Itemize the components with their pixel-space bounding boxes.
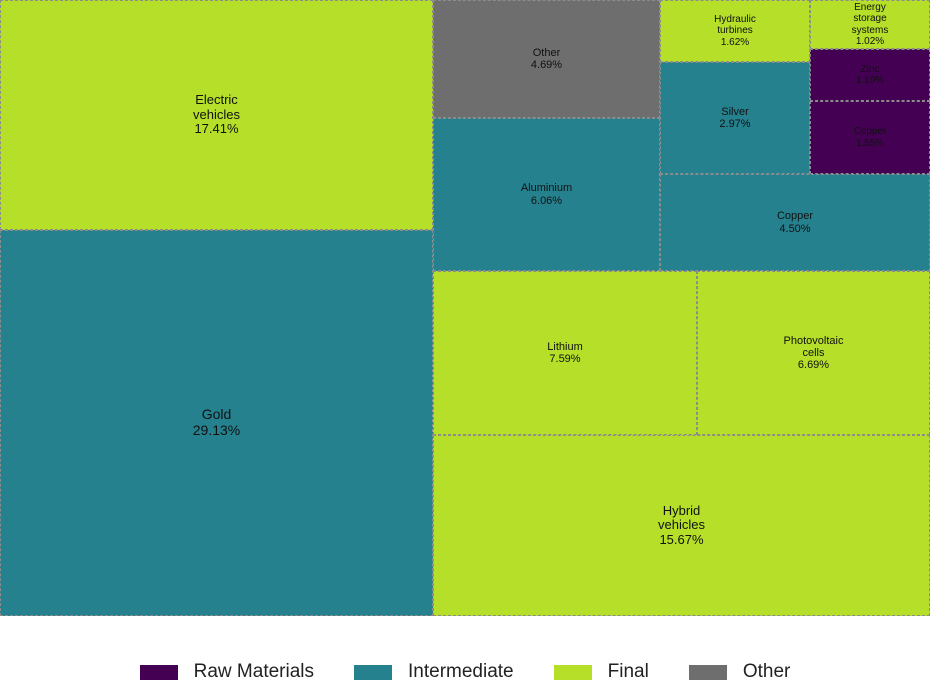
- treemap-tile-other-other: Other 4.69%: [433, 0, 660, 118]
- treemap-tile-gold-intermediate: Gold 29.13%: [0, 230, 433, 616]
- tile-value: 6.06%: [530, 194, 563, 207]
- tile-name: Electric vehicles: [193, 92, 240, 122]
- tile-name: Hybrid vehicles: [658, 502, 705, 533]
- treemap-tile-lithium-final: Lithium 7.59%: [433, 271, 697, 435]
- tile-name: Hydraulic turbines: [714, 14, 756, 37]
- legend-item-raw-materials: Raw Materials: [139, 661, 315, 683]
- tile-name: Energy storage systems: [851, 2, 889, 36]
- legend-swatch-raw-materials: [139, 664, 178, 680]
- tile-label: Other 4.69%: [531, 47, 562, 72]
- treemap-tile-silver-intermediate: Silver 2.97%: [660, 62, 810, 174]
- legend-swatch-other: [688, 664, 727, 680]
- tile-value: 7.59%: [549, 353, 581, 365]
- tile-label: Zinc 1.10%: [856, 64, 884, 86]
- treemap-tile-zinc-raw-materials: Zinc 1.10%: [810, 49, 930, 101]
- treemap-tile-copper-raw-materials: Copper 1.55%: [810, 101, 930, 174]
- tile-value: 2.97%: [719, 118, 751, 130]
- legend-label-other: Other: [742, 661, 791, 682]
- tile-value: 6.69%: [797, 359, 830, 372]
- treemap-chart: Gold 29.13% Electric vehicles 17.41% Hybrid …: [0, 0, 930, 616]
- tile-value: 1.62%: [720, 36, 750, 48]
- tile-label: Aluminium 6.06%: [521, 182, 572, 207]
- tile-name: Copper: [853, 126, 887, 138]
- tile-value: 1.02%: [855, 35, 885, 47]
- tile-label: Silver 2.97%: [719, 106, 750, 131]
- legend-label-intermediate: Intermediate: [408, 661, 514, 682]
- treemap-tile-hydraulic-turbines-final: Hydraulic turbines 1.62%: [660, 0, 810, 62]
- tile-name: Photovoltaic cells: [783, 334, 844, 359]
- tile-name: Other: [532, 46, 561, 59]
- tile-name: Gold: [201, 406, 232, 423]
- tile-value: 17.41%: [194, 121, 239, 137]
- tile-label: Photovoltaic cells 6.69%: [784, 335, 844, 372]
- legend-swatch-final: [553, 664, 592, 680]
- treemap-tile-aluminium-intermediate: Aluminium 6.06%: [433, 118, 660, 271]
- tile-label: Energy storage systems 1.02%: [852, 2, 889, 47]
- treemap-tile-photovoltaic-cells-final: Photovoltaic cells 6.69%: [697, 271, 930, 435]
- tile-label: Gold 29.13%: [193, 407, 240, 438]
- legend-label-raw-materials: Raw Materials: [193, 661, 315, 682]
- legend-item-final: Final: [553, 661, 649, 683]
- treemap-tile-hybrid-vehicles-final: Hybrid vehicles 15.67%: [433, 435, 930, 616]
- legend-item-other: Other: [688, 661, 791, 683]
- tile-label: Hybrid vehicles 15.67%: [658, 502, 705, 548]
- tile-value: 1.10%: [855, 75, 885, 86]
- tile-name: Zinc: [860, 63, 880, 75]
- tile-name: Aluminium: [520, 182, 573, 195]
- tile-name: Silver: [721, 105, 749, 118]
- tile-value: 15.67%: [659, 531, 704, 547]
- treemap-tile-copper-intermediate: Copper 4.50%: [660, 174, 930, 271]
- tile-name: Copper: [776, 210, 814, 223]
- tile-label: Electric vehicles 17.41%: [193, 92, 240, 137]
- tile-value: 4.69%: [530, 59, 563, 71]
- treemap-tile-energy-storage-systems-final: Energy storage systems 1.02%: [810, 0, 930, 49]
- tile-value: 29.13%: [192, 422, 241, 438]
- tile-label: Hydraulic turbines 1.62%: [714, 14, 756, 48]
- tile-name: Lithium: [547, 340, 583, 353]
- tile-value: 1.55%: [855, 137, 885, 149]
- tile-value: 4.50%: [779, 222, 811, 235]
- legend-item-intermediate: Intermediate: [354, 661, 514, 683]
- tile-label: Copper 1.55%: [854, 126, 887, 148]
- legend: Raw Materials Intermediate Final Other: [0, 652, 930, 692]
- treemap-tile-electric-vehicles-final: Electric vehicles 17.41%: [0, 0, 433, 230]
- tile-label: Copper 4.50%: [777, 210, 813, 235]
- legend-label-final: Final: [607, 661, 649, 682]
- legend-swatch-intermediate: [354, 664, 393, 680]
- tile-label: Lithium 7.59%: [547, 341, 582, 366]
